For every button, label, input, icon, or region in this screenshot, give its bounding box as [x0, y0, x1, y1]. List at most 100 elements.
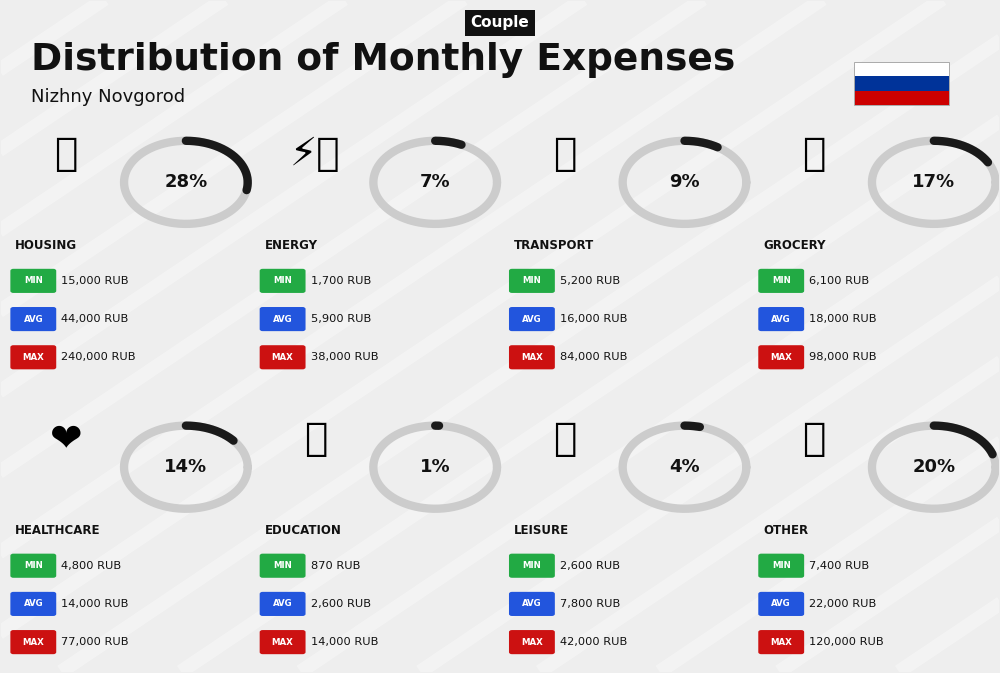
FancyBboxPatch shape — [509, 592, 555, 616]
FancyBboxPatch shape — [10, 554, 56, 578]
Text: AVG: AVG — [522, 314, 542, 324]
FancyBboxPatch shape — [10, 592, 56, 616]
Text: MAX: MAX — [770, 353, 792, 362]
Text: 77,000 RUB: 77,000 RUB — [61, 637, 129, 647]
Text: 15,000 RUB: 15,000 RUB — [61, 276, 129, 286]
Text: 1,700 RUB: 1,700 RUB — [311, 276, 371, 286]
Text: 16,000 RUB: 16,000 RUB — [560, 314, 627, 324]
FancyBboxPatch shape — [260, 554, 306, 578]
Text: MIN: MIN — [24, 277, 43, 285]
FancyBboxPatch shape — [758, 345, 804, 369]
Text: MAX: MAX — [22, 637, 44, 647]
Text: TRANSPORT: TRANSPORT — [514, 240, 594, 252]
Text: 7%: 7% — [420, 174, 450, 191]
Text: Nizhny Novgorod: Nizhny Novgorod — [31, 87, 185, 106]
Text: 💰: 💰 — [802, 420, 826, 458]
Text: 20%: 20% — [912, 458, 955, 476]
FancyBboxPatch shape — [758, 630, 804, 654]
Text: 5,900 RUB: 5,900 RUB — [311, 314, 371, 324]
Text: 2,600 RUB: 2,600 RUB — [311, 599, 371, 609]
FancyBboxPatch shape — [509, 554, 555, 578]
FancyBboxPatch shape — [260, 630, 306, 654]
Text: MIN: MIN — [273, 561, 292, 570]
FancyBboxPatch shape — [758, 307, 804, 331]
Text: 84,000 RUB: 84,000 RUB — [560, 352, 627, 362]
FancyBboxPatch shape — [509, 307, 555, 331]
FancyBboxPatch shape — [854, 62, 949, 76]
Text: 44,000 RUB: 44,000 RUB — [61, 314, 128, 324]
Text: MAX: MAX — [272, 637, 293, 647]
Text: 7,800 RUB: 7,800 RUB — [560, 599, 620, 609]
Text: AVG: AVG — [771, 314, 791, 324]
Text: 120,000 RUB: 120,000 RUB — [809, 637, 884, 647]
Text: MAX: MAX — [22, 353, 44, 362]
FancyBboxPatch shape — [10, 269, 56, 293]
Text: MIN: MIN — [772, 277, 791, 285]
Text: ❤: ❤ — [50, 420, 83, 458]
Text: AVG: AVG — [771, 600, 791, 608]
Text: 18,000 RUB: 18,000 RUB — [809, 314, 877, 324]
Text: MIN: MIN — [273, 277, 292, 285]
FancyBboxPatch shape — [509, 345, 555, 369]
Text: HOUSING: HOUSING — [15, 240, 77, 252]
Text: Distribution of Monthly Expenses: Distribution of Monthly Expenses — [31, 42, 736, 78]
Text: MAX: MAX — [521, 353, 543, 362]
Text: 42,000 RUB: 42,000 RUB — [560, 637, 627, 647]
Text: Couple: Couple — [471, 15, 529, 30]
Text: 9%: 9% — [669, 174, 700, 191]
Text: AVG: AVG — [23, 600, 43, 608]
Text: 4,800 RUB: 4,800 RUB — [61, 561, 121, 571]
FancyBboxPatch shape — [509, 630, 555, 654]
Text: 2,600 RUB: 2,600 RUB — [560, 561, 620, 571]
FancyBboxPatch shape — [260, 307, 306, 331]
Text: ⚡🏠: ⚡🏠 — [290, 135, 341, 174]
Text: MAX: MAX — [770, 637, 792, 647]
Text: MAX: MAX — [272, 353, 293, 362]
FancyBboxPatch shape — [10, 307, 56, 331]
Text: 870 RUB: 870 RUB — [311, 561, 360, 571]
FancyBboxPatch shape — [260, 269, 306, 293]
FancyBboxPatch shape — [260, 345, 306, 369]
Text: GROCERY: GROCERY — [763, 240, 826, 252]
FancyBboxPatch shape — [10, 345, 56, 369]
Text: 14%: 14% — [164, 458, 207, 476]
Text: 1%: 1% — [420, 458, 450, 476]
FancyBboxPatch shape — [854, 76, 949, 91]
Text: 28%: 28% — [164, 174, 207, 191]
Text: 14,000 RUB: 14,000 RUB — [311, 637, 378, 647]
Text: LEISURE: LEISURE — [514, 524, 569, 537]
Text: MIN: MIN — [523, 561, 541, 570]
Text: 17%: 17% — [912, 174, 955, 191]
Text: 7,400 RUB: 7,400 RUB — [809, 561, 869, 571]
FancyBboxPatch shape — [758, 554, 804, 578]
Text: ENERGY: ENERGY — [265, 240, 318, 252]
Text: 5,200 RUB: 5,200 RUB — [560, 276, 620, 286]
Text: MIN: MIN — [24, 561, 43, 570]
Text: HEALTHCARE: HEALTHCARE — [15, 524, 101, 537]
Text: 38,000 RUB: 38,000 RUB — [311, 352, 378, 362]
Text: 6,100 RUB: 6,100 RUB — [809, 276, 869, 286]
FancyBboxPatch shape — [10, 630, 56, 654]
Text: MAX: MAX — [521, 637, 543, 647]
Text: AVG: AVG — [273, 314, 292, 324]
Text: 🎓: 🎓 — [304, 420, 327, 458]
Text: 🛒: 🛒 — [802, 135, 826, 174]
FancyBboxPatch shape — [509, 269, 555, 293]
Text: AVG: AVG — [273, 600, 292, 608]
Text: 22,000 RUB: 22,000 RUB — [809, 599, 876, 609]
FancyBboxPatch shape — [758, 592, 804, 616]
FancyBboxPatch shape — [758, 269, 804, 293]
Text: 98,000 RUB: 98,000 RUB — [809, 352, 877, 362]
FancyBboxPatch shape — [260, 592, 306, 616]
Text: 🚌: 🚌 — [553, 135, 577, 174]
Text: OTHER: OTHER — [763, 524, 808, 537]
Text: 14,000 RUB: 14,000 RUB — [61, 599, 129, 609]
FancyBboxPatch shape — [854, 91, 949, 105]
Text: 🏢: 🏢 — [55, 135, 78, 174]
Text: MIN: MIN — [523, 277, 541, 285]
Text: 240,000 RUB: 240,000 RUB — [61, 352, 136, 362]
Text: 4%: 4% — [669, 458, 700, 476]
Text: 🛍: 🛍 — [553, 420, 577, 458]
Text: MIN: MIN — [772, 561, 791, 570]
Text: AVG: AVG — [522, 600, 542, 608]
